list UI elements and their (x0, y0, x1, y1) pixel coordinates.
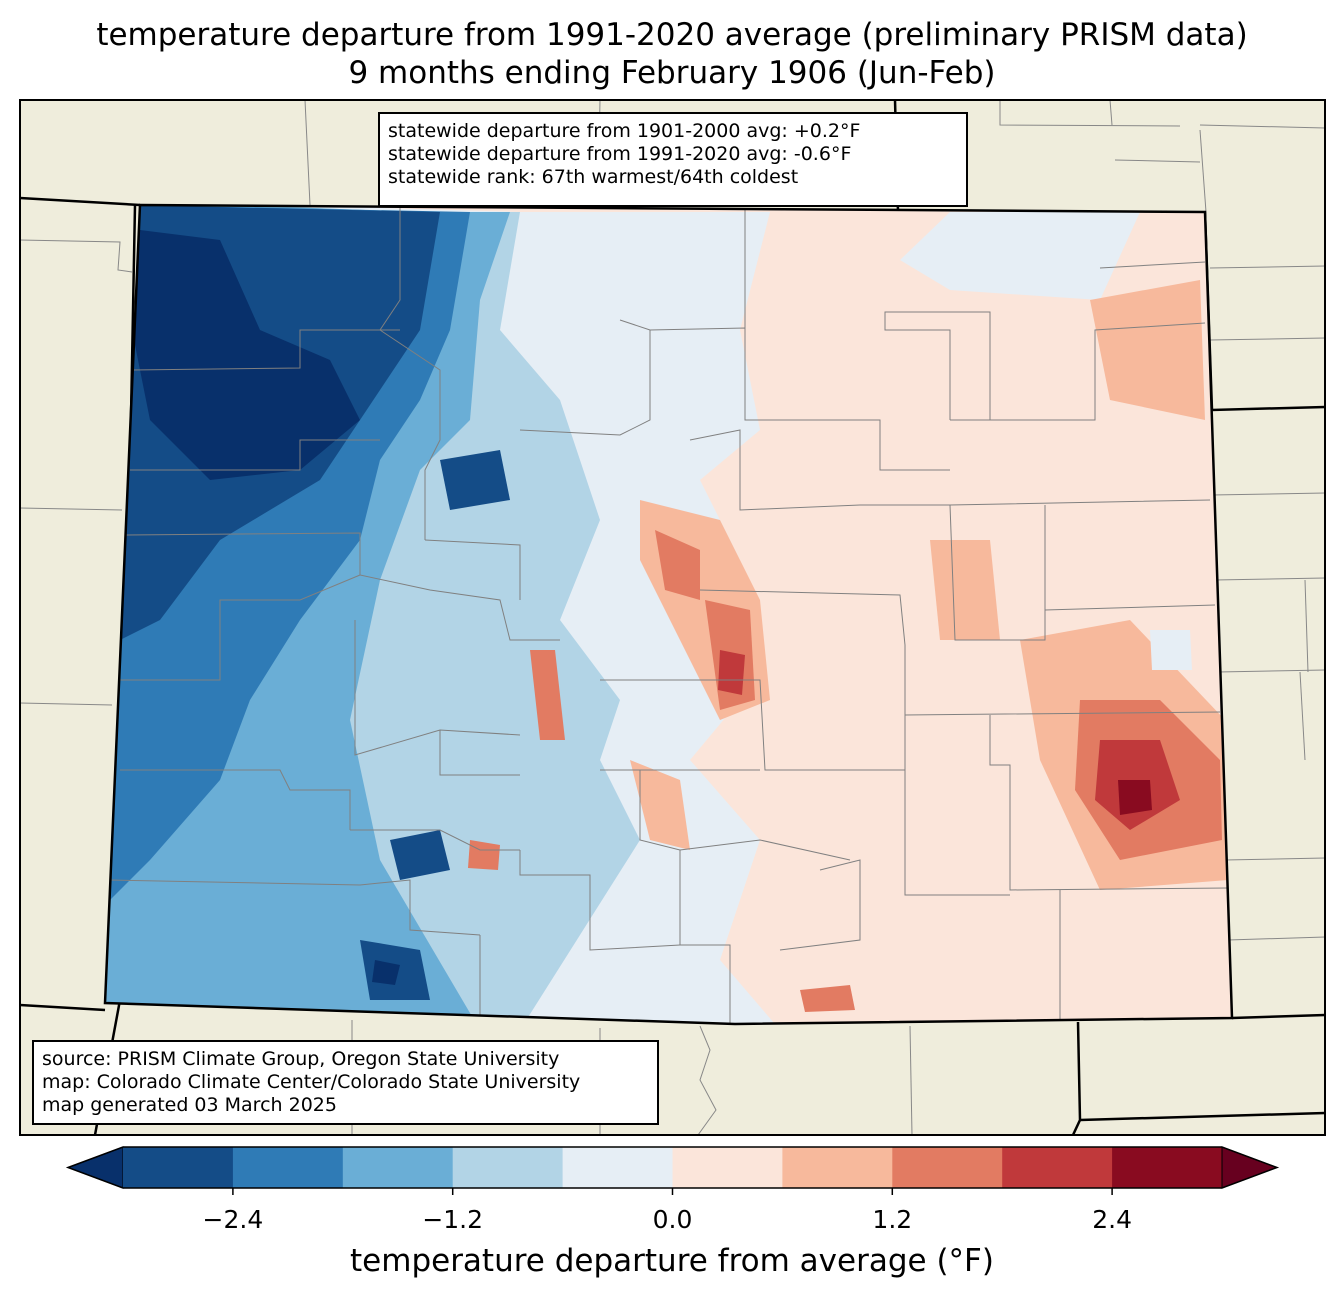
county-lines (109, 205, 1229, 1024)
map-frame-border (19, 99, 1326, 1136)
source-line-1: source: PRISM Climate Group, Oregon Stat… (42, 1048, 560, 1070)
map-title-line1: temperature departure from 1991-2020 ave… (96, 17, 1248, 53)
colorbar-tick-label: 1.2 (872, 1205, 913, 1234)
colorbar-tick-label: −1.2 (422, 1205, 484, 1234)
colorado-border (103, 203, 1234, 1026)
map-title-line2: 9 months ending February 1906 (Jun-Feb) (348, 55, 996, 91)
colorbar-tick-label: 2.4 (1092, 1205, 1132, 1234)
source-line-3: map generated 03 March 2025 (42, 1094, 337, 1116)
stats-line-2: statewide departure from 1991-2020 avg: … (388, 143, 852, 165)
stats-line-3: statewide rank: 67th warmest/64th coldes… (388, 166, 799, 188)
source-line-2: map: Colorado Climate Center/Colorado St… (42, 1071, 581, 1093)
colorbar-label: temperature departure from average (°F) (350, 1243, 994, 1279)
statewide-stats-box: statewide departure from 1901-2000 avg: … (378, 112, 968, 207)
colorado-temperature-field (105, 205, 1232, 1024)
colorbar-tick-label: −2.4 (202, 1205, 264, 1234)
colorbar-tick-label: 0.0 (652, 1205, 693, 1234)
source-credits-box: source: PRISM Climate Group, Oregon Stat… (32, 1040, 659, 1125)
stats-line-1: statewide departure from 1901-2000 avg: … (388, 120, 861, 142)
